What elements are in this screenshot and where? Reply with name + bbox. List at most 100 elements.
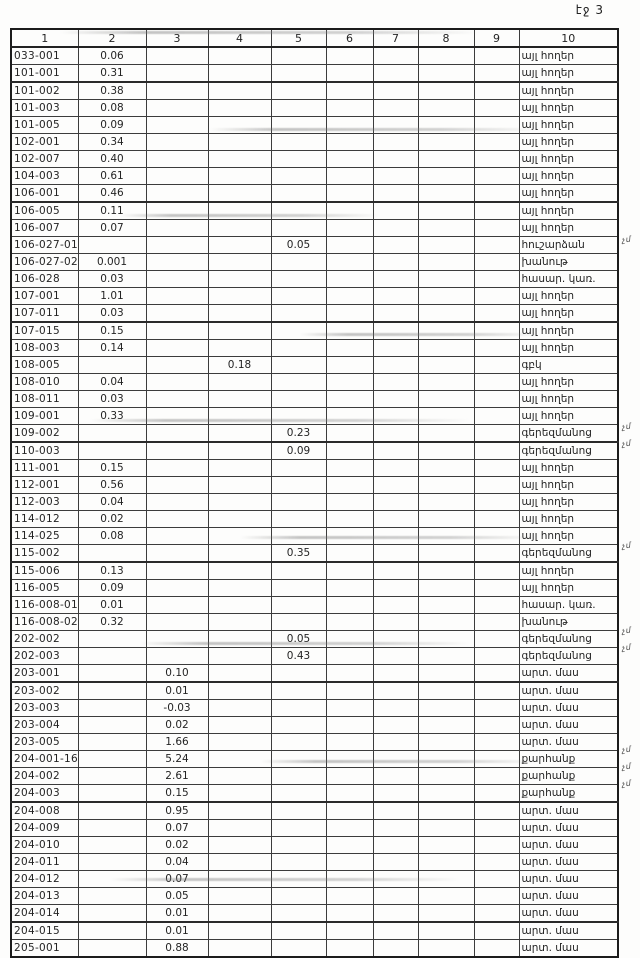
table-cell xyxy=(145,133,209,151)
table-cell xyxy=(270,733,327,751)
table-cell xyxy=(77,870,147,888)
table-cell xyxy=(145,424,209,443)
table-cell xyxy=(417,390,475,408)
table-cell xyxy=(270,459,327,477)
table-cell: 033-001 xyxy=(10,46,79,65)
table-cell xyxy=(270,287,327,305)
table-cell: 0.23 xyxy=(270,424,327,443)
table-cell: 204-002 xyxy=(10,767,79,785)
table-cell: 0.02 xyxy=(145,836,209,854)
table-cell xyxy=(417,133,475,151)
column-header: 5 xyxy=(270,28,327,48)
table-cell xyxy=(417,561,475,580)
table-cell xyxy=(325,339,374,357)
table-row: 203-002 0.01 արտ. մաս xyxy=(10,681,619,700)
table-cell: այլ հողեր xyxy=(518,476,619,494)
table-cell: 204-009 xyxy=(10,819,79,837)
table-row: 203-003 -0.03 արտ. մաս xyxy=(10,699,619,717)
table-row: 111-001 0.15 այլ հողեր xyxy=(10,459,619,477)
table-cell xyxy=(145,184,209,203)
margin-note: չմ xyxy=(621,642,632,653)
table-cell: 0.07 xyxy=(145,819,209,837)
table-cell xyxy=(417,356,475,374)
table-cell xyxy=(325,596,374,614)
table-cell xyxy=(145,167,209,185)
table-cell xyxy=(473,870,520,888)
table-cell xyxy=(417,904,475,923)
margin-note: չմ xyxy=(621,778,632,789)
table-cell xyxy=(473,750,520,768)
table-cell xyxy=(145,270,209,288)
table-cell xyxy=(372,356,419,374)
table-row: 107-011 0.03 այլ հողեր xyxy=(10,304,619,323)
table-cell: 0.03 xyxy=(77,270,147,288)
table-cell xyxy=(417,64,475,83)
table-row: 116-008-01 0.01 հասար. կառ. xyxy=(10,596,619,614)
table-row: 104-003 0.61 այլ հողեր xyxy=(10,167,619,185)
table-cell: 106-001 xyxy=(10,184,79,203)
table-cell xyxy=(207,219,272,237)
table-cell xyxy=(270,681,327,700)
table-cell xyxy=(145,561,209,580)
table-cell: 2.61 xyxy=(145,767,209,785)
table-cell xyxy=(77,733,147,751)
table-cell xyxy=(270,304,327,323)
table-cell xyxy=(325,253,374,271)
table-cell xyxy=(325,939,374,958)
table-cell: այլ հողեր xyxy=(518,339,619,357)
table-cell xyxy=(325,476,374,494)
table-cell: 203-002 xyxy=(10,681,79,700)
table-cell xyxy=(417,630,475,648)
table-cell xyxy=(372,544,419,563)
table-cell xyxy=(270,750,327,768)
table-cell xyxy=(473,133,520,151)
table-cell xyxy=(417,407,475,425)
table-cell: 204-013 xyxy=(10,887,79,905)
table-cell xyxy=(77,699,147,717)
table-cell xyxy=(372,767,419,785)
table-cell: 106-027-02 xyxy=(10,253,79,271)
table-cell: արտ. մաս xyxy=(518,664,619,683)
table-cell: 202-002 xyxy=(10,630,79,648)
table-cell xyxy=(77,716,147,734)
table-cell xyxy=(372,116,419,134)
table-cell xyxy=(372,424,419,443)
table-cell xyxy=(325,527,374,545)
table-cell xyxy=(325,853,374,871)
table-cell xyxy=(145,236,209,254)
table-cell xyxy=(473,613,520,631)
table-cell: 0.04 xyxy=(77,373,147,391)
table-cell xyxy=(207,596,272,614)
table-row: 203-001 0.10 արտ. մաս xyxy=(10,664,619,683)
table-cell xyxy=(417,819,475,837)
table-cell xyxy=(145,630,209,648)
table-cell xyxy=(325,733,374,751)
table-cell: 101-001 xyxy=(10,64,79,83)
table-cell xyxy=(207,647,272,665)
table-cell xyxy=(77,819,147,837)
table-cell xyxy=(372,784,419,803)
table-cell xyxy=(145,304,209,323)
table-cell: այլ հողեր xyxy=(518,133,619,151)
table-cell xyxy=(372,681,419,700)
table-cell: 203-003 xyxy=(10,699,79,717)
table-cell xyxy=(417,853,475,871)
table-cell xyxy=(270,184,327,203)
table-cell xyxy=(372,184,419,203)
table-cell: 1.01 xyxy=(77,287,147,305)
table-cell: այլ հողեր xyxy=(518,527,619,545)
table-cell: քարհանք xyxy=(518,784,619,803)
table-cell xyxy=(325,356,374,374)
table-cell xyxy=(417,510,475,528)
table-cell: արտ. մաս xyxy=(518,853,619,871)
table-cell: այլ հողեր xyxy=(518,81,619,100)
table-cell xyxy=(325,870,374,888)
table-cell xyxy=(372,201,419,220)
table-row: 106-027-01 0.05 հուշարձան xyxy=(10,236,619,254)
table-cell xyxy=(473,321,520,340)
table-cell xyxy=(372,133,419,151)
table-row: 204-001-16 5.24 քարհանք xyxy=(10,750,619,768)
table-cell xyxy=(270,270,327,288)
table-cell: 106-027-01 xyxy=(10,236,79,254)
table-cell xyxy=(77,630,147,648)
